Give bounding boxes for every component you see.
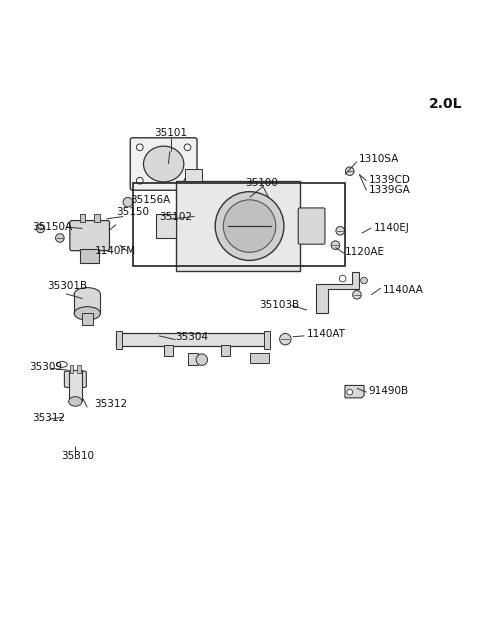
Circle shape xyxy=(184,177,191,184)
Text: 35312: 35312 xyxy=(33,413,66,423)
Circle shape xyxy=(56,233,64,242)
Circle shape xyxy=(336,226,345,235)
Text: 35310: 35310 xyxy=(61,451,94,461)
Circle shape xyxy=(353,291,361,299)
Circle shape xyxy=(347,389,353,395)
Circle shape xyxy=(223,200,276,252)
Polygon shape xyxy=(316,273,360,313)
Bar xyxy=(264,331,270,349)
Bar xyxy=(80,249,99,263)
Bar xyxy=(80,214,85,222)
Text: 35103B: 35103B xyxy=(259,300,299,311)
Text: 35309: 35309 xyxy=(29,362,62,372)
Bar xyxy=(77,365,81,372)
Bar xyxy=(70,365,73,372)
Text: 35156A: 35156A xyxy=(130,195,170,205)
Text: 35100: 35100 xyxy=(245,178,278,188)
Circle shape xyxy=(36,224,45,233)
FancyBboxPatch shape xyxy=(70,221,109,251)
Ellipse shape xyxy=(74,287,100,301)
FancyBboxPatch shape xyxy=(298,208,325,244)
Circle shape xyxy=(361,277,367,284)
Bar xyxy=(250,352,269,363)
FancyBboxPatch shape xyxy=(64,371,86,387)
Bar xyxy=(188,354,198,365)
Circle shape xyxy=(136,177,143,184)
Text: 35312: 35312 xyxy=(95,399,128,408)
Circle shape xyxy=(184,144,191,150)
Text: 91490B: 91490B xyxy=(369,386,409,395)
Bar xyxy=(116,331,121,349)
Text: 1310SA: 1310SA xyxy=(360,154,400,164)
Ellipse shape xyxy=(57,361,67,367)
Bar xyxy=(185,169,202,181)
Circle shape xyxy=(280,334,291,345)
Circle shape xyxy=(215,192,284,260)
Text: 2.0L: 2.0L xyxy=(429,97,462,111)
Text: 1140EJ: 1140EJ xyxy=(373,223,409,233)
Bar xyxy=(74,294,100,313)
Bar xyxy=(94,214,100,222)
Text: 35102: 35102 xyxy=(159,212,192,221)
Circle shape xyxy=(196,354,207,365)
Circle shape xyxy=(136,144,143,150)
Bar xyxy=(176,181,300,271)
Text: 1140AA: 1140AA xyxy=(383,285,424,295)
Circle shape xyxy=(339,275,346,282)
Circle shape xyxy=(331,241,340,249)
Bar xyxy=(116,333,269,347)
Bar xyxy=(221,345,230,356)
Circle shape xyxy=(123,197,132,207)
Text: 1339CD: 1339CD xyxy=(369,176,411,185)
Bar xyxy=(69,370,82,401)
Bar xyxy=(164,345,173,356)
Ellipse shape xyxy=(74,307,100,320)
Polygon shape xyxy=(345,385,364,398)
Bar xyxy=(132,183,345,266)
Ellipse shape xyxy=(144,146,184,182)
Text: 1140FM: 1140FM xyxy=(95,246,135,256)
Circle shape xyxy=(346,167,354,176)
Bar xyxy=(82,313,93,325)
Text: 1120AE: 1120AE xyxy=(345,248,385,257)
FancyBboxPatch shape xyxy=(130,138,197,190)
Bar xyxy=(156,214,176,238)
Text: 35304: 35304 xyxy=(176,332,209,342)
Ellipse shape xyxy=(69,397,82,406)
Text: 35301B: 35301B xyxy=(47,281,87,291)
Text: 35150: 35150 xyxy=(116,207,149,217)
Text: 35150A: 35150A xyxy=(33,222,72,233)
Text: 1140AT: 1140AT xyxy=(307,329,346,340)
Text: 35101: 35101 xyxy=(154,128,187,138)
Text: 1339GA: 1339GA xyxy=(369,185,410,195)
